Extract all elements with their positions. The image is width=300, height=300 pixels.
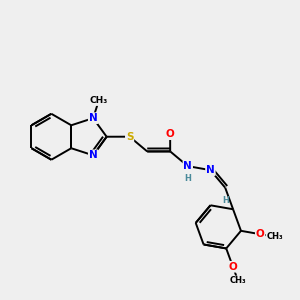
Text: N: N	[206, 165, 215, 175]
Text: CH₃: CH₃	[90, 96, 108, 105]
Text: H: H	[184, 174, 191, 183]
Text: O: O	[256, 229, 265, 239]
Text: CH₃: CH₃	[230, 276, 246, 285]
Text: H: H	[222, 196, 229, 205]
Text: O: O	[229, 262, 237, 272]
Text: N: N	[183, 161, 192, 171]
Text: CH₃: CH₃	[267, 232, 283, 241]
Text: N: N	[89, 150, 98, 160]
Text: O: O	[166, 129, 175, 139]
Text: N: N	[89, 113, 98, 123]
Text: S: S	[126, 132, 134, 142]
